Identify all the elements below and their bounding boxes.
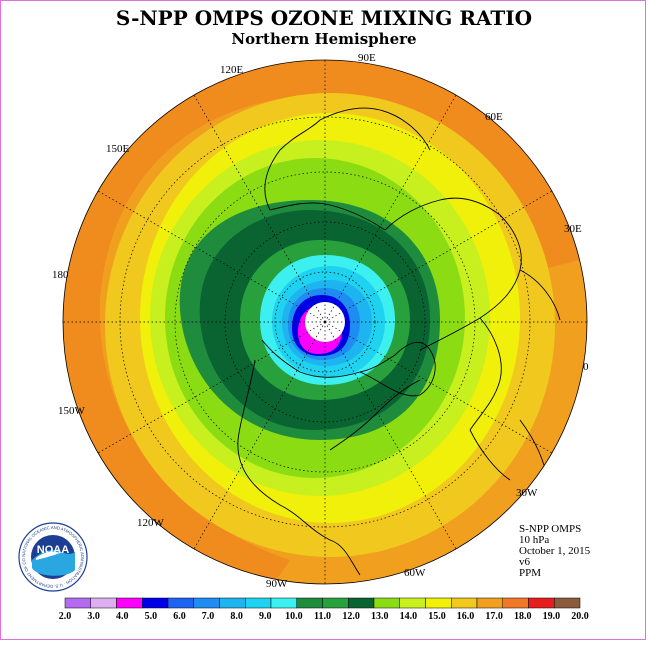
map-title: S-NPP OMPS OZONE MIXING RATIO (115, 6, 533, 30)
colorbar-tick-label: 13.0 (371, 611, 389, 622)
colorbar-swatch (373, 597, 400, 609)
colorbar-tick-label: 18.0 (514, 611, 532, 622)
graticule (63, 60, 587, 584)
colorbar-swatch (219, 597, 246, 609)
colorbar-swatch (476, 597, 503, 609)
colorbar-tick-label: 5.0 (145, 611, 158, 622)
lon-label-150e: 150E (106, 143, 130, 155)
colorbar-swatch (245, 597, 272, 609)
coastlines (237, 107, 561, 576)
ozone-contours (63, 60, 587, 584)
version-label: v6 (519, 556, 530, 568)
noaa-logo-text: NOAA (37, 544, 69, 556)
colorbar-tick-label: 20.0 (571, 611, 589, 622)
colorbar-tick-label: 8.0 (230, 611, 243, 622)
colorbar-swatch (554, 597, 581, 609)
colorbar-tick-label: 2.0 (59, 611, 72, 622)
colorbar-swatch (116, 597, 143, 609)
colorbar-tick-label: 15.0 (428, 611, 446, 622)
colorbar-swatch (399, 597, 426, 609)
lon-label-30e: 30E (564, 223, 582, 235)
units-label: PPM (519, 567, 542, 579)
colorbar-swatches (64, 597, 581, 609)
lon-label-120w: 120W (137, 517, 165, 529)
map-subtitle: Northern Hemisphere (231, 30, 417, 48)
lon-label-150w: 150W (58, 405, 86, 417)
instrument-label: S-NPP OMPS (519, 523, 582, 535)
colorbar-swatch (193, 597, 220, 609)
globe-outline (62, 59, 588, 585)
colorbar-tick-label: 12.0 (342, 611, 360, 622)
colorbar-labels: 2.0 3.0 4.0 5.0 6.0 7.0 8.0 9.0 10.0 11.0 12.0 13.0… (59, 611, 589, 622)
lon-label-60w: 60W (404, 567, 426, 579)
colorbar-swatch (142, 597, 169, 609)
colorbar-swatch (270, 597, 297, 609)
pressure-level: 10 hPa (519, 534, 550, 546)
lon-label-90e: 90E (358, 52, 376, 64)
colorbar-tick-label: 4.0 (116, 611, 129, 622)
date-label: October 1, 2015 (519, 545, 591, 557)
colorbar-swatch (64, 597, 91, 609)
colorbar-tick-label: 3.0 (87, 611, 100, 622)
lon-label-0: 0 (583, 361, 589, 373)
info-block: S-NPP OMPS 10 hPa October 1, 2015 v6 PPM (519, 524, 590, 579)
colorbar-swatch (348, 597, 375, 609)
colorbar-tick-label: 17.0 (485, 611, 503, 622)
noaa-logo: NOAA NATIONAL OCEANIC AND ATMOSPHERIC AD… (18, 522, 88, 592)
colorbar-tick-label: 6.0 (173, 611, 186, 622)
lon-label-30w: 30W (516, 487, 538, 499)
colorbar-swatch (425, 597, 452, 609)
colorbar-tick-label: 9.0 (259, 611, 272, 622)
lon-label-180: 180 (52, 269, 69, 281)
colorbar-swatch (528, 597, 555, 609)
colorbar-swatch (167, 597, 194, 609)
colorbar-swatch (296, 597, 323, 609)
lon-label-90w: 90W (266, 578, 288, 590)
colorbar-tick-label: 16.0 (457, 611, 475, 622)
colorbar-tick-label: 14.0 (400, 611, 418, 622)
colorbar-tick-label: 7.0 (202, 611, 215, 622)
colorbar-swatch (451, 597, 478, 609)
colorbar: 2.0 3.0 4.0 5.0 6.0 7.0 8.0 9.0 10.0 11.0 12.0 13.0… (59, 597, 589, 622)
colorbar-tick-label: 19.0 (543, 611, 561, 622)
colorbar-swatch (502, 597, 529, 609)
colorbar-swatch (90, 597, 117, 609)
colorbar-tick-label: 11.0 (314, 611, 331, 622)
lon-label-120e: 120E (220, 64, 244, 76)
colorbar-swatch (322, 597, 349, 609)
colorbar-tick-label: 10.0 (285, 611, 303, 622)
lon-label-60e: 60E (485, 111, 503, 123)
